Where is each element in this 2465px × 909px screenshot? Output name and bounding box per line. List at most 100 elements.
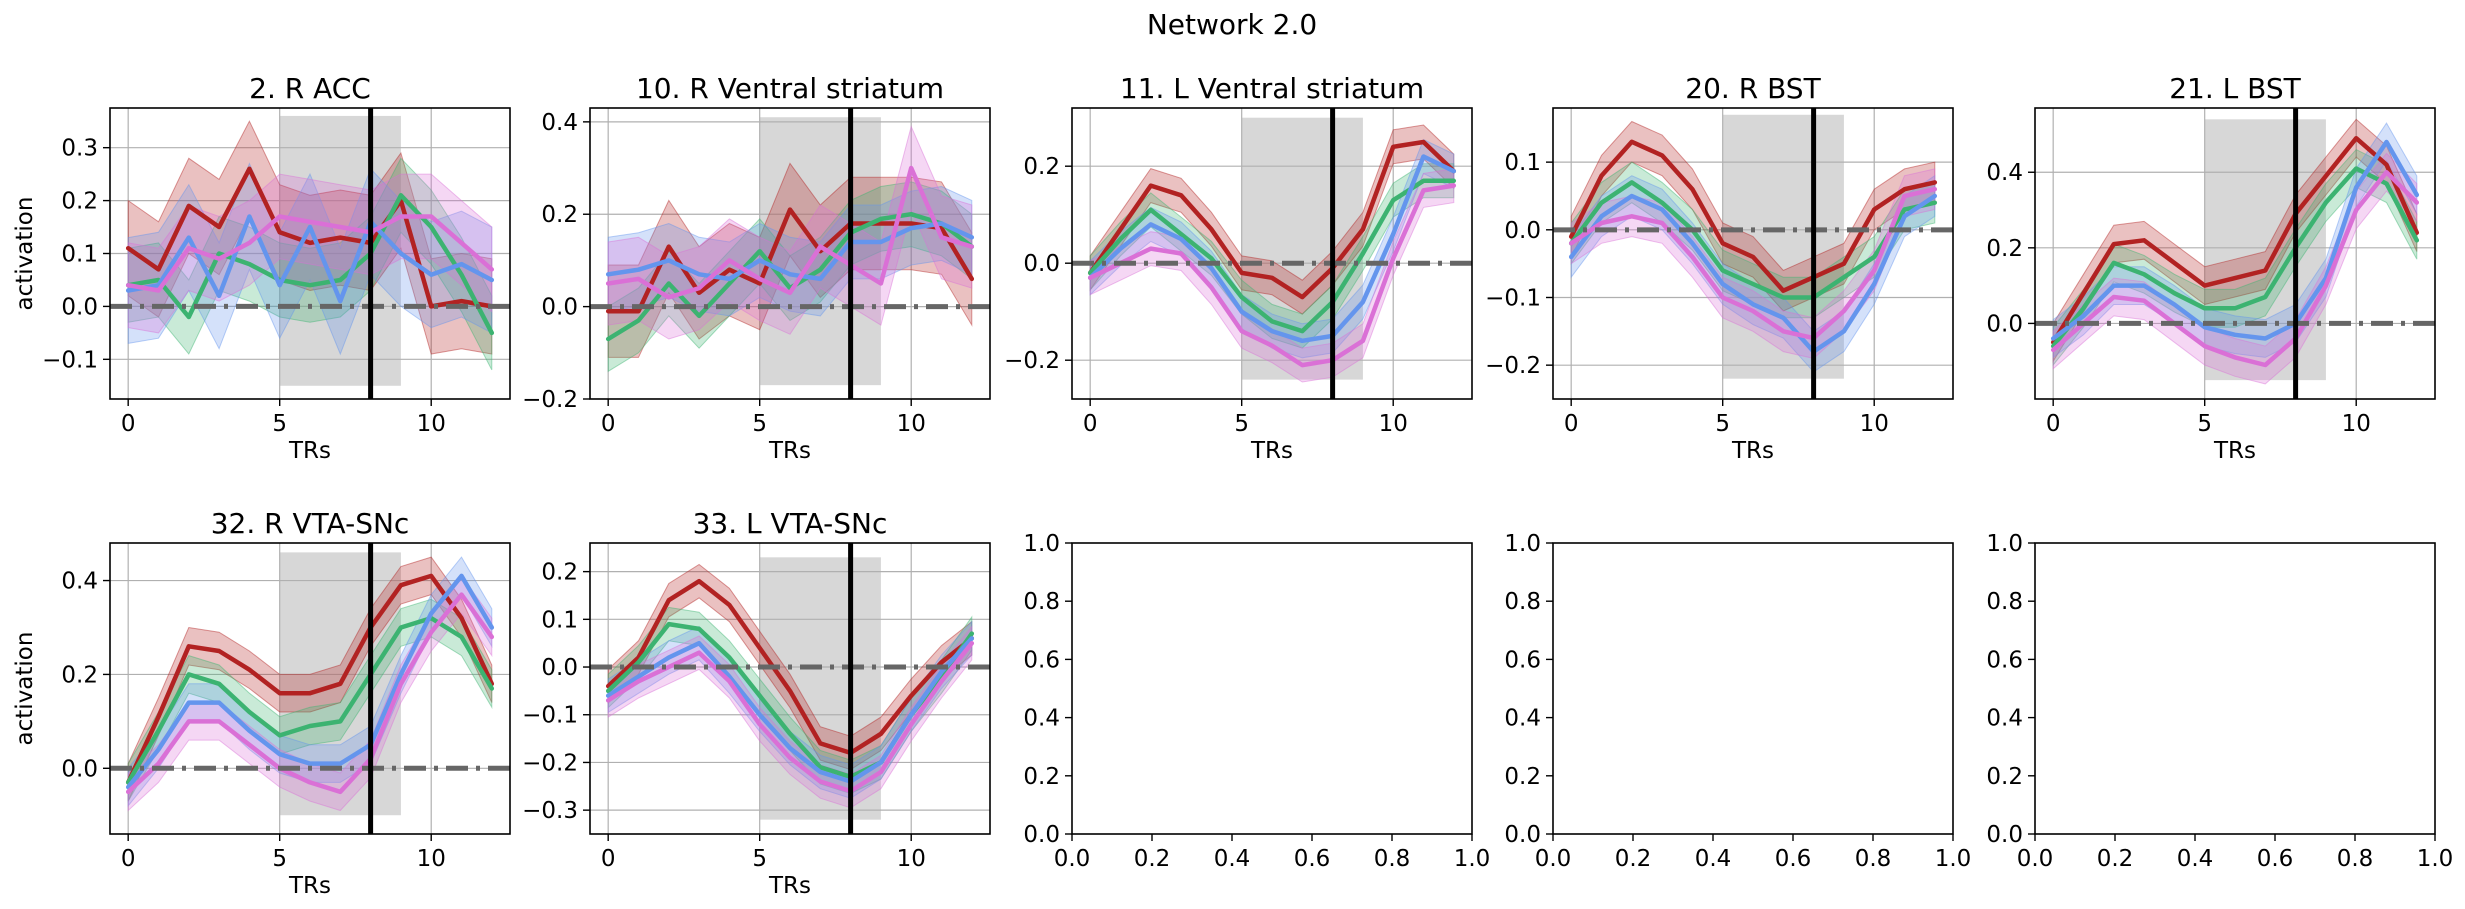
x-tick-label: 0.6 — [1775, 846, 1812, 872]
series-line-red — [1568, 139, 1938, 293]
y-tick-label: 0.0 — [61, 294, 98, 320]
axes-frame — [2034, 542, 2436, 835]
panel-5: 0 5 10 0.0 0.2 0.4 21. L BST TRs — [1986, 72, 2436, 464]
x-tick-label: 10 — [2342, 411, 2371, 437]
series-line-red — [605, 578, 975, 756]
series-line-green — [125, 193, 495, 336]
x-axis-label: TRs — [2213, 438, 2256, 464]
panel-9: 0.0 0.2 0.4 0.6 0.8 1.0 0.0 0.2 0.4 0.6 0.8 1.0 — [1504, 531, 1971, 872]
x-tick-label: 0.2 — [2097, 846, 2134, 872]
y-tick-label: 0.0 — [1023, 822, 1060, 848]
x-tick-label: 10 — [1379, 411, 1408, 437]
axes-frame — [1552, 107, 1954, 400]
y-tick-label: −0.2 — [522, 750, 578, 776]
x-tick-label: 0.0 — [2017, 846, 2054, 872]
y-tick-label: 0.8 — [1023, 589, 1060, 615]
x-tick-label: 0.4 — [1214, 846, 1251, 872]
y-tick-label: 0.8 — [1986, 589, 2023, 615]
x-tick-label: 1.0 — [1935, 846, 1972, 872]
series-line-red — [2050, 135, 2420, 345]
series-line-magenta — [1568, 186, 1938, 341]
series-line-blue — [1087, 154, 1457, 344]
series-line-green — [605, 211, 975, 342]
series-line-magenta — [605, 165, 975, 300]
series-line-magenta — [125, 214, 495, 293]
x-tick-label: 0.2 — [1134, 846, 1171, 872]
y-tick-label: 0.4 — [61, 569, 98, 595]
plot-area — [110, 543, 510, 834]
series-line-blue — [605, 221, 975, 282]
axes-frame — [1552, 542, 1954, 835]
y-tick-label: 0.4 — [1023, 706, 1060, 732]
plot-area — [1553, 108, 1953, 399]
x-tick-label: 10 — [897, 411, 926, 437]
x-tick-label: 10 — [417, 411, 446, 437]
panel-title: 21. L BST — [2169, 72, 2301, 105]
y-tick-label: −0.2 — [522, 387, 578, 413]
y-tick-label: 0.1 — [1504, 150, 1541, 176]
x-tick-label: 0 — [601, 411, 616, 437]
axes-frame — [2034, 107, 2436, 400]
series-band-red — [607, 162, 973, 358]
panel-title: 20. R BST — [1685, 72, 1821, 105]
panel-1: 0 5 10 −0.1 0.0 0.1 0.2 0.3 2. R ACC TRs activatio… — [12, 72, 511, 464]
panel-title: 2. R ACC — [249, 72, 371, 105]
y-tick-label: −0.1 — [42, 347, 98, 373]
figure-suptitle: Network 2.0 — [1147, 8, 1317, 41]
y-tick-label: 0.2 — [1986, 236, 2023, 262]
x-tick-label: 0 — [1564, 411, 1579, 437]
x-tick-label: 0 — [1083, 411, 1098, 437]
axes-frame — [1071, 107, 1473, 400]
x-tick-label: 10 — [417, 846, 446, 872]
y-tick-label: 1.0 — [1986, 531, 2023, 557]
panel-3: 0 5 10 −0.2 0.0 0.2 11. L Ventral striatum TRs — [1004, 72, 1473, 464]
x-tick-label: 0.8 — [2337, 846, 2374, 872]
x-axis-label: TRs — [1250, 438, 1293, 464]
series-line-magenta — [1087, 183, 1457, 368]
plot-area — [110, 108, 510, 399]
x-tick-label: 5 — [272, 846, 287, 872]
y-tick-label: 0.2 — [1504, 764, 1541, 790]
x-axis-label: TRs — [288, 438, 331, 464]
x-tick-label: 10 — [1860, 411, 1889, 437]
series-band-red — [607, 563, 973, 771]
panel-2: 0 5 10 −0.2 0.0 0.2 0.4 10. R Ventral striatum T… — [522, 72, 991, 464]
x-tick-label: 5 — [272, 411, 287, 437]
y-tick-label: 0.2 — [1023, 154, 1060, 180]
y-tick-label: 1.0 — [1504, 531, 1541, 557]
x-tick-label: 0.0 — [1535, 846, 1572, 872]
plot-area — [590, 543, 990, 834]
x-tick-label: 0.0 — [1054, 846, 1091, 872]
y-tick-label: 0.2 — [61, 662, 98, 688]
y-tick-label: 0.2 — [1023, 764, 1060, 790]
y-tick-label: 0.0 — [1023, 251, 1060, 277]
panel-title: 10. R Ventral striatum — [636, 72, 944, 105]
x-tick-label: 5 — [1715, 411, 1730, 437]
panels: 0 5 10 −0.1 0.0 0.1 0.2 0.3 2. R ACC TRs activatio… — [12, 72, 2453, 899]
x-tick-label: 5 — [752, 846, 767, 872]
x-tick-label: 0.2 — [1615, 846, 1652, 872]
axes-frame — [589, 542, 991, 835]
y-tick-label: 0.4 — [1986, 160, 2023, 186]
y-tick-label: −0.3 — [522, 798, 578, 824]
y-axis-label: activation — [12, 632, 38, 746]
y-tick-label: 0.0 — [541, 295, 578, 321]
y-tick-label: 0.6 — [1986, 647, 2023, 673]
x-tick-label: 0.6 — [2257, 846, 2294, 872]
x-tick-label: 0 — [2046, 411, 2061, 437]
x-axis-label: TRs — [1731, 438, 1774, 464]
series-line-red — [1087, 139, 1457, 300]
y-tick-label: 0.6 — [1023, 647, 1060, 673]
series-band-red — [127, 556, 493, 802]
series-line-blue — [2050, 139, 2420, 341]
series-line-green — [2050, 166, 2420, 349]
y-axis-label: activation — [12, 197, 38, 311]
y-tick-label: 0.0 — [541, 655, 578, 681]
series-line-green — [1568, 180, 1938, 300]
axes-frame — [1071, 542, 1473, 835]
shaded-region — [1241, 117, 1363, 380]
x-tick-label: 0 — [121, 411, 136, 437]
panel-8: 0.0 0.2 0.4 0.6 0.8 1.0 0.0 0.2 0.4 0.6 0.8 1.0 — [1023, 531, 1490, 872]
series-line-magenta — [605, 640, 975, 794]
